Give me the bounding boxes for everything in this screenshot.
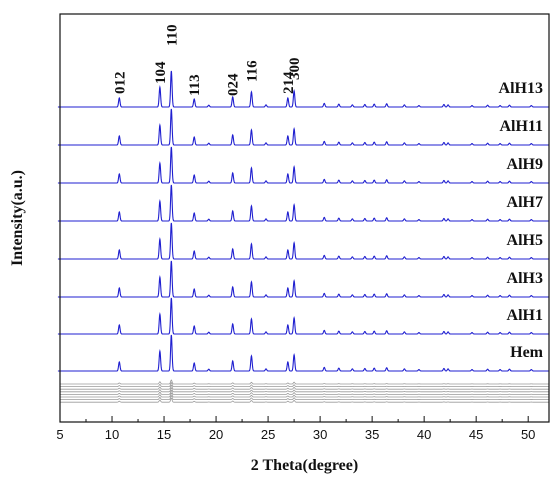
x-tick-label: 40 xyxy=(417,427,431,442)
series-line-alh11 xyxy=(57,108,549,146)
reference-line xyxy=(60,397,549,403)
peak-annotation: 300 xyxy=(287,58,303,81)
reference-line xyxy=(60,384,549,390)
series-line-alh7 xyxy=(57,184,549,222)
reference-line xyxy=(60,395,549,400)
reference-line xyxy=(60,392,549,398)
series-label-hem: Hem xyxy=(510,344,544,361)
series-label-alh7: AlH7 xyxy=(507,194,543,211)
series-line-alh3 xyxy=(57,260,549,298)
axes xyxy=(59,13,550,423)
x-tick-label: 25 xyxy=(261,427,275,442)
series-label-alh13: AlH13 xyxy=(499,80,543,97)
x-ticks: 5 10 15 20 25 30 35 40 45 50 xyxy=(56,416,535,442)
series-line-alh1 xyxy=(57,297,549,335)
series-label-alh3: AlH3 xyxy=(507,270,543,287)
series-line-alh13 xyxy=(57,70,549,108)
peak-annotation: 104 xyxy=(153,61,169,84)
reference-line xyxy=(60,379,549,385)
y-axis-label: Intensity(a.u.) xyxy=(9,170,26,266)
series-line-alh5 xyxy=(57,222,549,260)
x-tick-label: 50 xyxy=(521,427,535,442)
peak-annotation: 110 xyxy=(164,24,180,46)
series-line-alh9 xyxy=(57,146,549,184)
reference-line xyxy=(60,382,549,387)
x-tick-label: 35 xyxy=(365,427,379,442)
peak-annotation: 113 xyxy=(187,74,203,96)
x-tick-label: 10 xyxy=(105,427,119,442)
x-tick-label: 20 xyxy=(209,427,223,442)
series-label-alh11: AlH11 xyxy=(499,118,543,135)
series-label-alh1: AlH1 xyxy=(507,307,543,324)
plot-frame xyxy=(59,13,550,423)
series-label-alh9: AlH9 xyxy=(507,156,543,173)
peak-annotation: 024 xyxy=(226,73,242,96)
x-tick-label: 5 xyxy=(56,427,63,442)
reference-patterns xyxy=(60,379,549,403)
x-tick-label: 15 xyxy=(157,427,171,442)
x-axis-label: 2 Theta(degree) xyxy=(251,457,358,474)
series-line-hem xyxy=(57,334,549,372)
reference-line xyxy=(60,389,549,395)
peak-annotation: 116 xyxy=(244,60,260,82)
series-lines xyxy=(57,70,549,372)
peak-annotation: 214 xyxy=(281,71,297,94)
series-labels: AlH13 AlH11 AlH9 AlH7 AlH5 AlH3 AlH1 Hem xyxy=(499,80,544,361)
peak-annotation: 012 xyxy=(112,71,128,94)
series-label-alh5: AlH5 xyxy=(507,232,543,249)
x-tick-label: 30 xyxy=(313,427,327,442)
reference-line xyxy=(60,387,549,393)
x-tick-label: 45 xyxy=(469,427,483,442)
